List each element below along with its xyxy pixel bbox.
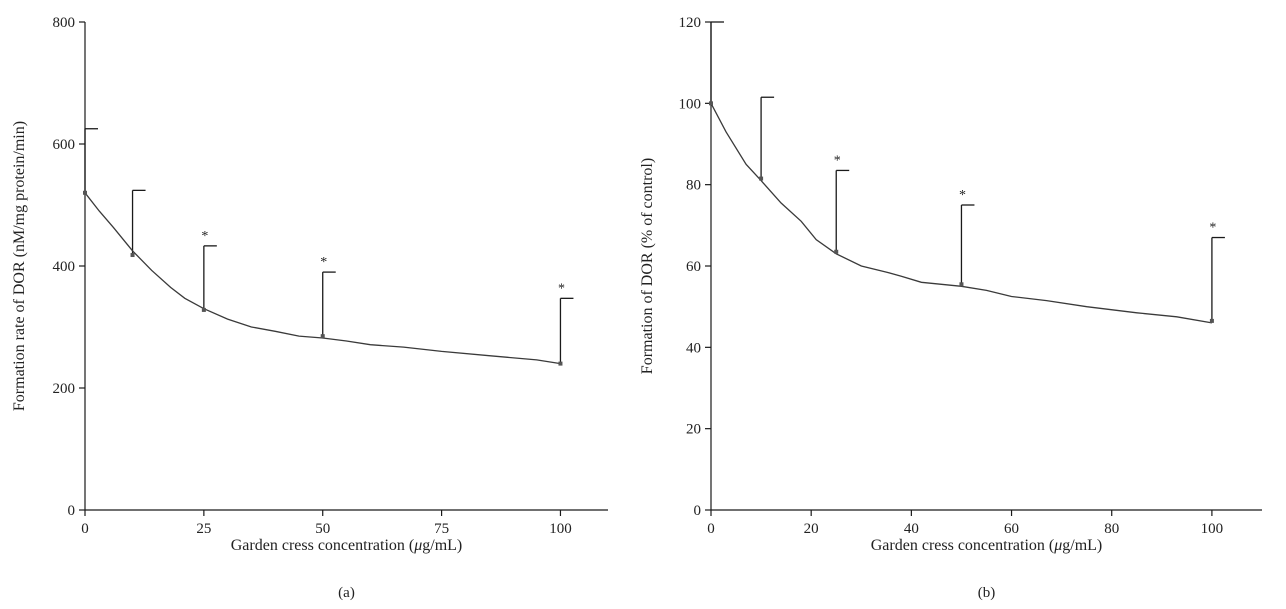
y-axis-title: Formation rate of DOR (nM/mg protein/min… [11,121,28,411]
y-tick-label: 0 [694,503,702,519]
significance-marker: * [558,281,565,296]
y-tick-label: 80 [686,178,701,194]
y-axis-title: Formation of DOR (% of control) [639,158,656,374]
fitted-curve [710,102,1213,324]
panel-label: (b) [978,585,996,601]
x-tick-label: 40 [904,521,919,537]
data-point [201,307,206,312]
significance-marker: * [959,188,966,203]
data-point [1209,318,1214,323]
x-tick-label: 0 [707,521,715,537]
y-tick-label: 0 [68,503,76,519]
y-tick-label: 400 [53,259,76,275]
x-axis-title-part: μ [413,537,422,554]
y-tick-label: 20 [686,422,701,438]
fitted-curve [84,192,561,365]
y-tick-label: 600 [53,137,76,153]
data-point [83,190,87,195]
data-point [759,176,764,181]
x-tick-label: 100 [1201,521,1224,537]
significance-marker: * [201,229,208,244]
y-tick-label: 60 [686,259,701,275]
panel-a: 0 200 400 600 800 0 25 50 75 100 * * * Formation rate… [11,15,608,601]
x-axis-title: Garden cress concentration (μg/mL) [871,537,1103,554]
x-axis-title-part: μ [1053,537,1062,554]
data-point [130,253,135,258]
x-axis-title: Garden cress concentration (μg/mL) [231,537,463,554]
data-point [320,334,325,339]
x-axis-title-part: Garden cress concentration ( [871,537,1054,554]
y-tick-label: 200 [53,381,76,397]
panel-label: (a) [338,585,355,601]
x-tick-label: 60 [1004,521,1019,537]
y-tick-label: 800 [53,15,76,31]
data-point [834,249,839,254]
significance-marker: * [834,153,841,168]
significance-marker: * [320,255,327,270]
data-point [709,101,713,106]
x-tick-label: 75 [434,521,449,537]
panel-b: 0 20 40 60 80 100 120 0 20 40 60 80 100 * * * Formation … [639,15,1262,601]
x-tick-label: 20 [804,521,819,537]
significance-marker: * [1209,221,1216,236]
x-tick-label: 100 [549,521,572,537]
y-tick-label: 40 [686,340,701,356]
x-tick-label: 0 [81,521,89,537]
x-tick-label: 50 [315,521,330,537]
x-axis-title-part: g/mL) [422,537,462,554]
data-point [959,282,964,287]
y-tick-label: 120 [679,15,702,31]
x-tick-label: 25 [196,521,211,537]
x-axis-title-part: Garden cress concentration ( [231,537,414,554]
y-tick-label: 100 [679,96,702,112]
x-axis-title-part: g/mL) [1062,537,1102,554]
x-tick-label: 80 [1104,521,1119,537]
data-point [558,361,563,366]
